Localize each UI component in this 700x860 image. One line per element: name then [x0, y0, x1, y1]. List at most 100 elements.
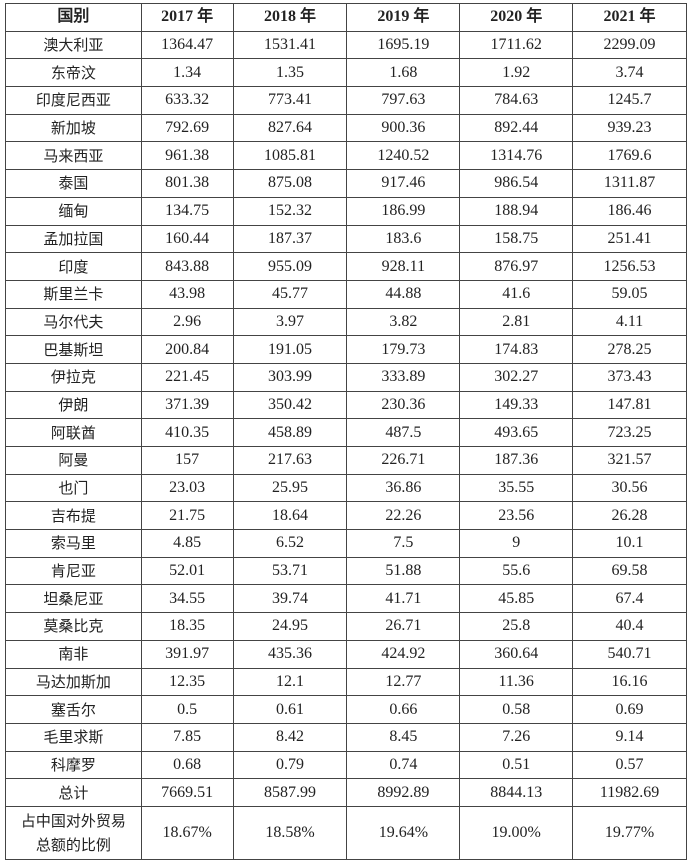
- value-cell: 302.27: [459, 362, 574, 392]
- value-cell: 51.88: [346, 556, 461, 586]
- value-cell: 183.6: [346, 224, 461, 254]
- value-cell: 186.99: [346, 196, 461, 226]
- value-cell: 493.65: [459, 418, 574, 447]
- value-cell: 801.38: [140, 169, 234, 198]
- value-cell: 7.85: [140, 722, 234, 752]
- table-row: 南非 391.97 435.36 424.92 360.64 540.71: [5, 639, 687, 669]
- value-cell: 1256.53: [572, 252, 687, 281]
- value-cell: 187.37: [232, 224, 348, 254]
- value-cell: 18.35: [140, 612, 234, 641]
- value-cell: 1311.87: [572, 169, 687, 198]
- value-cell: 0.79: [232, 750, 348, 780]
- value-cell: 917.46: [346, 169, 461, 198]
- value-cell: 1.34: [140, 58, 234, 88]
- table-row: 肯尼亚 52.01 53.71 51.88 55.6 69.58: [5, 556, 687, 586]
- value-cell: 67.4: [572, 584, 687, 614]
- value-cell: 540.71: [572, 639, 687, 669]
- value-cell: 200.84: [140, 335, 234, 364]
- country-cell: 南非: [5, 639, 142, 669]
- value-cell: 18.64: [232, 501, 348, 531]
- value-cell: 1364.47: [140, 30, 234, 60]
- table-row: 坦桑尼亚 34.55 39.74 41.71 45.85 67.4: [5, 584, 687, 614]
- country-cell: 泰国: [5, 169, 142, 198]
- value-cell: 160.44: [140, 224, 234, 254]
- country-cell: 毛里求斯: [5, 722, 142, 752]
- value-cell: 149.33: [459, 390, 574, 420]
- value-cell: 35.55: [459, 473, 574, 503]
- country-cell: 阿曼: [5, 446, 142, 475]
- value-cell: 303.99: [232, 362, 348, 392]
- value-cell: 187.36: [459, 446, 574, 475]
- value-cell: 410.35: [140, 418, 234, 447]
- country-cell: 肯尼亚: [5, 556, 142, 586]
- value-cell: 158.75: [459, 224, 574, 254]
- value-cell: 179.73: [346, 335, 461, 364]
- table-row: 巴基斯坦 200.84 191.05 179.73 174.83 278.25: [5, 335, 687, 364]
- country-cell: 总计: [5, 778, 142, 807]
- ratio-cell: 18.58%: [232, 805, 348, 860]
- column-header: 2021 年: [572, 3, 687, 32]
- country-cell: 斯里兰卡: [5, 279, 142, 309]
- country-cell: 马尔代夫: [5, 307, 142, 337]
- value-cell: 2.96: [140, 307, 234, 337]
- value-cell: 45.77: [232, 279, 348, 309]
- value-cell: 59.05: [572, 279, 687, 309]
- country-cell: 也门: [5, 473, 142, 503]
- column-header: 2019 年: [346, 3, 461, 32]
- value-cell: 41.6: [459, 279, 574, 309]
- value-cell: 1531.41: [232, 30, 348, 60]
- table-row: 阿曼 157 217.63 226.71 187.36 321.57: [5, 446, 687, 475]
- country-cell: 阿联酋: [5, 418, 142, 447]
- value-cell: 16.16: [572, 667, 687, 697]
- country-cell: 新加坡: [5, 113, 142, 143]
- value-cell: 8.42: [232, 722, 348, 752]
- value-cell: 186.46: [572, 196, 687, 226]
- value-cell: 792.69: [140, 113, 234, 143]
- table-row: 科摩罗 0.68 0.79 0.74 0.51 0.57: [5, 750, 687, 780]
- value-cell: 55.6: [459, 556, 574, 586]
- value-cell: 188.94: [459, 196, 574, 226]
- ratio-row: 占中国对外贸易总额的比例 18.67% 18.58% 19.64% 19.00% 19.7…: [5, 805, 687, 860]
- value-cell: 3.97: [232, 307, 348, 337]
- value-cell: 23.03: [140, 473, 234, 503]
- value-cell: 333.89: [346, 362, 461, 392]
- value-cell: 41.71: [346, 584, 461, 614]
- country-cell: 马达加斯加: [5, 667, 142, 697]
- value-cell: 0.5: [140, 695, 234, 724]
- value-cell: 986.54: [459, 169, 574, 198]
- value-cell: 24.95: [232, 612, 348, 641]
- value-cell: 134.75: [140, 196, 234, 226]
- table-row: 马来西亚 961.38 1085.81 1240.52 1314.76 1769.6: [5, 141, 687, 171]
- value-cell: 1.92: [459, 58, 574, 88]
- value-cell: 25.8: [459, 612, 574, 641]
- value-cell: 9: [459, 529, 574, 558]
- table-row: 毛里求斯 7.85 8.42 8.45 7.26 9.14: [5, 722, 687, 752]
- table-row: 伊朗 371.39 350.42 230.36 149.33 147.81: [5, 390, 687, 420]
- total-row: 总计 7669.51 8587.99 8992.89 8844.13 11982.69: [5, 778, 687, 807]
- country-cell: 科摩罗: [5, 750, 142, 780]
- value-cell: 26.71: [346, 612, 461, 641]
- value-cell: 43.98: [140, 279, 234, 309]
- value-cell: 44.88: [346, 279, 461, 309]
- country-cell: 孟加拉国: [5, 224, 142, 254]
- table-row: 缅甸 134.75 152.32 186.99 188.94 186.46: [5, 196, 687, 226]
- country-cell: 印度: [5, 252, 142, 281]
- value-cell: 7.5: [346, 529, 461, 558]
- value-cell: 1085.81: [232, 141, 348, 171]
- value-cell: 2299.09: [572, 30, 687, 60]
- value-cell: 221.45: [140, 362, 234, 392]
- value-cell: 191.05: [232, 335, 348, 364]
- value-cell: 3.74: [572, 58, 687, 88]
- value-cell: 939.23: [572, 113, 687, 143]
- ratio-label: 占中国对外贸易总额的比例: [5, 805, 142, 860]
- value-cell: 8844.13: [459, 778, 574, 807]
- value-cell: 152.32: [232, 196, 348, 226]
- column-header: 2020 年: [459, 3, 574, 32]
- value-cell: 0.61: [232, 695, 348, 724]
- value-cell: 784.63: [459, 86, 574, 115]
- value-cell: 900.36: [346, 113, 461, 143]
- table-row: 印度尼西亚 633.32 773.41 797.63 784.63 1245.7: [5, 86, 687, 115]
- value-cell: 371.39: [140, 390, 234, 420]
- ratio-cell: 19.64%: [346, 805, 461, 860]
- country-cell: 坦桑尼亚: [5, 584, 142, 614]
